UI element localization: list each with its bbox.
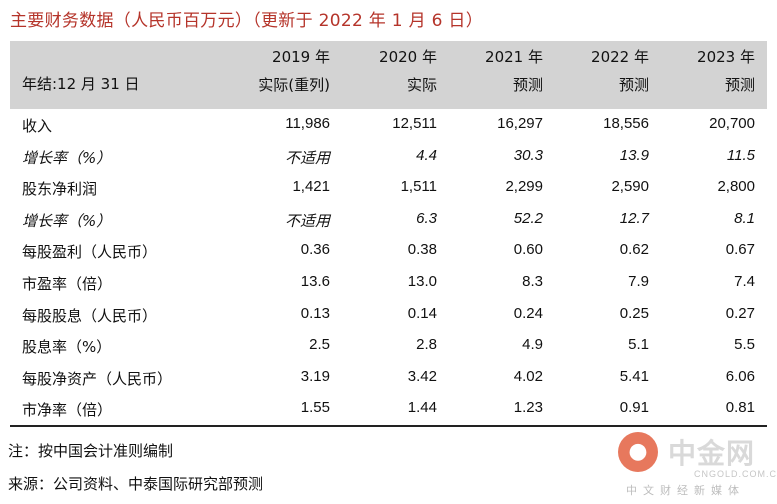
- cell-value: 8.1: [734, 209, 755, 227]
- cell-value: 20,700: [709, 115, 755, 132]
- table-row-bvps: 每股净资产（人民币） 3.19 3.42 4.02 5.41 6.06: [10, 362, 767, 394]
- table-row-revenue: 收入 11,986 12,511 16,297 18,556 20,700: [10, 109, 767, 141]
- table-row-dividend-yield: 股息率（%） 2.5 2.8 4.9 5.1 5.5: [10, 330, 767, 362]
- cell-value: 7.4: [734, 272, 755, 290]
- cell-value: 0.60: [513, 241, 543, 259]
- cell-value: 12.7: [619, 209, 649, 227]
- table-row-pe-ratio: 市盈率（倍） 13.6 13.0 8.3 7.9 7.4: [10, 267, 767, 299]
- cell-value: 4.4: [416, 146, 437, 164]
- row-label: 每股股息（人民币）: [22, 306, 158, 325]
- cell-value: 5.5: [734, 336, 755, 354]
- column-header-2021: 2021 年 预测: [485, 48, 543, 94]
- table-row-pb-ratio: 市净率（倍） 1.55 1.44 1.23 0.91 0.81: [10, 393, 767, 425]
- column-header-2022: 2022 年 预测: [591, 48, 649, 94]
- cell-value: 3.42: [407, 367, 437, 385]
- cell-value: 4.02: [513, 367, 543, 385]
- row-label: 每股净资产（人民币）: [22, 369, 173, 388]
- cell-value: 0.36: [300, 241, 330, 259]
- table-row-profit-growth: 增长率（%） 不适用 6.3 52.2 12.7 8.1: [10, 204, 767, 236]
- logo-emblem-icon: ●: [618, 432, 658, 472]
- cell-value: 13.0: [407, 272, 437, 290]
- table-title: 主要财务数据（人民币百万元）（更新于 2022 年 1 月 6 日）: [10, 11, 484, 31]
- cell-value: 5.1: [628, 336, 649, 354]
- row-label: 市净率（倍）: [22, 401, 113, 420]
- table-row-revenue-growth: 增长率（%） 不适用 4.4 30.3 13.9 11.5: [10, 141, 767, 173]
- column-header-2023: 2023 年 预测: [697, 48, 755, 94]
- cell-value: 13.9: [619, 146, 649, 164]
- cell-value: 0.81: [725, 399, 755, 417]
- row-label: 股东净利润: [22, 180, 98, 199]
- watermark-url: CNGOLD.COM.CN: [694, 469, 777, 479]
- cell-value: 不适用: [284, 149, 330, 167]
- cell-value: 1.44: [407, 399, 437, 417]
- cell-value: 30.3: [513, 146, 543, 164]
- cell-value: 6.06: [725, 367, 755, 385]
- cell-value: 0.38: [407, 241, 437, 259]
- cell-value: 52.2: [513, 209, 543, 227]
- cell-value: 2.5: [309, 336, 330, 354]
- cell-value: 1,421: [292, 178, 330, 196]
- watermark-logo: ● 中金网 CNGOLD.COM.CN 中文财经新媒体: [618, 432, 777, 500]
- cell-value: 7.9: [628, 272, 649, 290]
- cell-value: 2,299: [505, 178, 543, 196]
- row-label: 收入: [22, 117, 53, 135]
- table-row-eps: 每股盈利（人民币） 0.36 0.38 0.60 0.62 0.67: [10, 235, 767, 267]
- row-label: 股息率（%）: [22, 338, 112, 357]
- table-bottom-rule: [10, 424, 767, 427]
- cell-value: 1,511: [400, 178, 437, 196]
- cell-value: 11.5: [726, 146, 755, 164]
- cell-value: 1.23: [513, 399, 543, 417]
- watermark-name: 中金网: [668, 437, 756, 470]
- cell-value: 不适用: [284, 212, 330, 230]
- cell-value: 8.3: [522, 272, 543, 290]
- cell-value: 1.55: [300, 399, 330, 417]
- cell-value: 16,297: [497, 115, 543, 132]
- row-label: 增长率（%）: [22, 211, 112, 230]
- cell-value: 4.9: [522, 336, 543, 354]
- cell-value: 0.67: [725, 241, 755, 259]
- table-header: 年结:12 月 31 日 2019 年 实际(重列) 2020 年 实际 202…: [10, 41, 767, 109]
- row-label: 市盈率（倍）: [22, 274, 113, 293]
- cell-value: 0.27: [725, 304, 755, 322]
- cell-value: 0.24: [513, 304, 543, 322]
- fiscal-year-label: 年结:12 月 31 日: [22, 75, 140, 93]
- cell-value: 0.62: [619, 241, 649, 259]
- cell-value: 0.91: [619, 399, 649, 417]
- table-row-net-profit: 股东净利润 1,421 1,511 2,299 2,590 2,800: [10, 172, 767, 204]
- cell-value: 5.41: [619, 367, 649, 385]
- table-row-dps: 每股股息（人民币） 0.13 0.14 0.24 0.25 0.27: [10, 299, 767, 331]
- cell-value: 12,511: [392, 115, 437, 132]
- financial-table: 年结:12 月 31 日 2019 年 实际(重列) 2020 年 实际 202…: [10, 41, 767, 427]
- cell-value: 2,590: [611, 178, 649, 196]
- column-header-2020: 2020 年 实际: [379, 48, 437, 94]
- watermark-slogan: 中文财经新媒体: [626, 484, 745, 497]
- accounting-note: 注：按中国会计准则编制: [8, 442, 174, 460]
- row-label: 每股盈利（人民币）: [22, 243, 158, 262]
- cell-value: 6.3: [416, 209, 437, 227]
- source-note: 来源：公司资料、中泰国际研究部预测: [8, 475, 264, 493]
- cell-value: 2.8: [416, 336, 437, 354]
- column-header-2019: 2019 年 实际(重列): [258, 48, 330, 94]
- cell-value: 0.14: [407, 304, 437, 322]
- cell-value: 11,986: [285, 115, 330, 132]
- cell-value: 2,800: [717, 178, 755, 196]
- cell-value: 13.6: [300, 272, 330, 290]
- cell-value: 0.13: [300, 304, 330, 322]
- row-label: 增长率（%）: [22, 148, 112, 167]
- cell-value: 18,556: [603, 115, 649, 132]
- cell-value: 0.25: [619, 304, 649, 322]
- cell-value: 3.19: [300, 367, 330, 385]
